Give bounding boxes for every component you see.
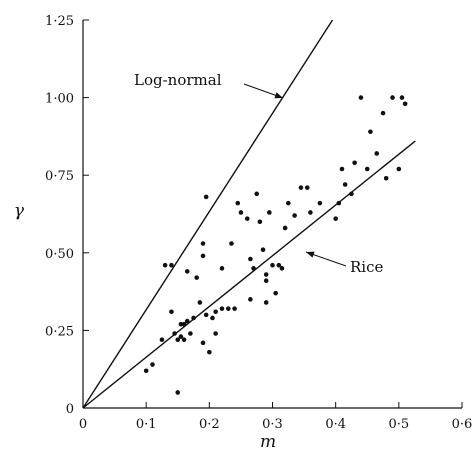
data-point bbox=[244, 216, 250, 221]
y-tick-label: 0·50 bbox=[45, 247, 74, 262]
data-point bbox=[213, 331, 218, 336]
line-log-normal bbox=[82, 19, 334, 409]
data-point bbox=[399, 95, 405, 100]
data-point bbox=[188, 331, 193, 336]
data-point bbox=[178, 334, 184, 339]
data-point bbox=[207, 349, 212, 355]
data-point bbox=[304, 185, 310, 190]
data-point bbox=[349, 191, 354, 197]
data-point bbox=[380, 110, 386, 116]
data-point bbox=[263, 300, 269, 305]
data-point bbox=[267, 210, 272, 215]
x-tick-label: 0·1 bbox=[136, 417, 157, 432]
data-point bbox=[238, 210, 244, 215]
data-point bbox=[203, 312, 209, 318]
data-point bbox=[219, 306, 225, 311]
data-point bbox=[336, 200, 342, 206]
data-point bbox=[248, 297, 253, 302]
y-tick-label: 1·00 bbox=[45, 92, 74, 107]
y-tick-label: 0·25 bbox=[45, 324, 74, 339]
fit-lines bbox=[82, 19, 416, 409]
data-point bbox=[169, 309, 174, 315]
y-tick-label: 1·25 bbox=[45, 14, 74, 29]
data-point bbox=[396, 166, 402, 172]
data-point bbox=[197, 300, 203, 305]
data-point bbox=[178, 321, 184, 327]
data-point bbox=[282, 225, 288, 231]
x-axis-label: m bbox=[260, 432, 276, 452]
data-point bbox=[169, 262, 174, 268]
x-tick-label: 0·6 bbox=[452, 417, 472, 432]
line-annotations: Log-normal Rice bbox=[134, 71, 383, 276]
x-tick-label: 0 bbox=[79, 417, 87, 432]
data-point bbox=[352, 160, 357, 166]
data-point bbox=[200, 253, 206, 259]
data-point bbox=[235, 200, 241, 206]
data-point bbox=[383, 176, 389, 181]
data-point bbox=[257, 219, 263, 225]
data-point bbox=[254, 191, 260, 197]
data-point bbox=[273, 290, 278, 296]
data-point bbox=[292, 213, 297, 218]
data-point bbox=[279, 266, 285, 271]
data-point bbox=[194, 275, 199, 280]
data-point bbox=[191, 315, 196, 321]
data-point bbox=[229, 241, 234, 246]
x-tick-label: 0·2 bbox=[199, 417, 220, 432]
data-point bbox=[184, 269, 190, 274]
data-point bbox=[260, 247, 266, 252]
ticks: 0 0·1 0·2 0·3 0·4 0·5 0·6 0 0·25 0·50 0·75 1·00 1·25 bbox=[45, 14, 472, 432]
data-point bbox=[184, 318, 190, 324]
line-rice bbox=[82, 140, 416, 409]
data-point bbox=[181, 337, 187, 343]
annotation-rice-arrowhead bbox=[306, 251, 315, 258]
annotation-rice: Rice bbox=[350, 258, 383, 276]
data-point bbox=[219, 266, 225, 271]
data-point bbox=[175, 337, 181, 343]
data-point bbox=[390, 95, 395, 100]
data-point bbox=[232, 306, 237, 311]
data-point bbox=[159, 337, 165, 343]
data-point bbox=[181, 321, 187, 327]
data-point bbox=[358, 95, 364, 100]
data-point bbox=[339, 166, 345, 172]
data-point bbox=[213, 309, 218, 315]
data-point bbox=[210, 315, 215, 321]
annotation-log-normal: Log-normal bbox=[134, 71, 222, 89]
data-point bbox=[368, 129, 373, 135]
data-point bbox=[364, 166, 370, 172]
data-points bbox=[143, 95, 408, 395]
data-point bbox=[175, 390, 181, 395]
data-point bbox=[162, 262, 168, 268]
data-point bbox=[402, 101, 408, 107]
data-point bbox=[342, 182, 348, 187]
data-point bbox=[333, 216, 338, 221]
data-point bbox=[263, 272, 269, 277]
data-point bbox=[251, 266, 256, 271]
x-tick-label: 0·4 bbox=[325, 417, 346, 432]
data-point bbox=[200, 340, 206, 346]
data-point bbox=[200, 241, 206, 246]
data-point bbox=[150, 362, 155, 367]
x-tick-label: 0·3 bbox=[262, 417, 283, 432]
y-axis-label: γ bbox=[14, 201, 25, 221]
data-point bbox=[263, 278, 269, 284]
data-point bbox=[374, 151, 380, 156]
data-point bbox=[203, 194, 209, 200]
data-point bbox=[248, 256, 253, 262]
data-point bbox=[270, 262, 275, 268]
data-point bbox=[172, 331, 177, 336]
annotation-log-normal-arrowhead bbox=[274, 92, 283, 99]
data-point bbox=[285, 200, 291, 206]
y-tick-label: 0·75 bbox=[45, 169, 74, 184]
y-tick-label: 0 bbox=[66, 402, 74, 417]
data-point bbox=[225, 306, 231, 311]
data-point bbox=[143, 368, 149, 374]
data-point bbox=[317, 200, 323, 206]
x-tick-label: 0·5 bbox=[388, 417, 409, 432]
data-point bbox=[276, 262, 282, 268]
data-point bbox=[308, 210, 313, 215]
data-point bbox=[298, 185, 304, 190]
